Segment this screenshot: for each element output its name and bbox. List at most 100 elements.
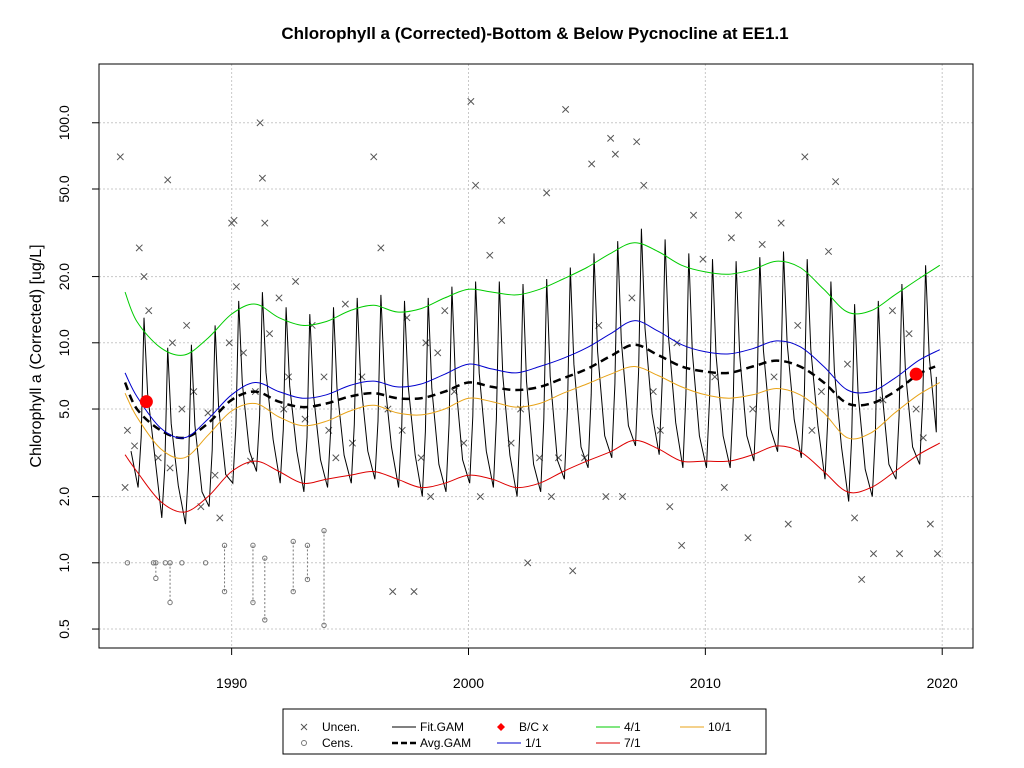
uncensored-point [230, 216, 238, 224]
uncensored-point [417, 454, 425, 462]
legend-marker-cens- [301, 740, 307, 746]
uncensored-point [284, 373, 293, 381]
uncensored-point [896, 550, 904, 558]
uncensored-point [744, 534, 752, 542]
x-tick-label: 1990 [216, 675, 247, 691]
uncensored-point [256, 119, 264, 127]
uncensored-point [784, 520, 792, 528]
legend-label-7-1: 7/1 [624, 736, 641, 750]
uncensored-point [869, 550, 878, 558]
uncensored-point [441, 307, 449, 315]
legend-label-avg-gam: Avg.GAM [420, 736, 471, 750]
censored-point [167, 560, 173, 566]
y-tick-label: 10.0 [56, 329, 72, 356]
uncensored-point [720, 483, 728, 492]
uncensored-point [628, 294, 636, 302]
uncensored-point [341, 300, 349, 308]
censored-point [221, 542, 228, 549]
bc-point [139, 395, 153, 409]
uncensored-point [216, 514, 224, 522]
uncensored-point [204, 409, 212, 417]
uncensored-point [434, 349, 442, 357]
censored-point [153, 575, 159, 582]
uncensored-point [232, 283, 240, 291]
uncensored-point [569, 567, 577, 575]
uncensored-point [749, 405, 757, 413]
uncensored-point [633, 138, 641, 146]
uncensored-point [164, 176, 172, 184]
uncensored-point [770, 373, 778, 381]
censored-point [262, 617, 268, 623]
x-tick-label: 2010 [690, 675, 721, 691]
plot-frame [98, 63, 974, 649]
uncensored-point [398, 426, 406, 434]
uncensored-point [154, 454, 162, 462]
uncensored-point [265, 330, 274, 338]
uncensored-point [832, 178, 840, 186]
uncensored-point [486, 251, 494, 259]
uncensored-point [145, 307, 153, 315]
y-axis: 0.5 1.0 2.0 5.0 10.0 20.0 50.0 100.0 [56, 105, 99, 639]
uncensored-point [888, 307, 897, 315]
y-tick-label: 0.5 [56, 619, 72, 639]
x-tick-label: 2020 [927, 675, 958, 691]
uncensored-point [912, 405, 920, 413]
uncensored-point [734, 211, 743, 219]
uncensored-point [410, 588, 418, 596]
uncensored-point [640, 181, 648, 189]
y-tick-label: 1.0 [56, 553, 72, 573]
uncensored-point [666, 503, 674, 511]
censored-point [250, 599, 256, 606]
legend-label-cens-: Cens. [322, 736, 353, 750]
uncensored-point [422, 339, 430, 347]
uncensored-point [247, 457, 255, 465]
x-axis: 1990 2000 2010 2020 [216, 648, 958, 691]
uncensored-point [427, 493, 435, 501]
censored-point [167, 599, 173, 606]
uncensored-point [168, 339, 176, 347]
uncensored-point [524, 559, 532, 567]
uncensored-point [905, 330, 913, 338]
uncensored-point [794, 321, 802, 329]
uncensored-point [843, 360, 852, 368]
uncensored-point [261, 219, 269, 227]
uncensored-point [678, 541, 686, 549]
y-tick-label: 100.0 [56, 105, 72, 140]
legend-label-10-1: 10/1 [708, 720, 732, 734]
uncensored-point [166, 464, 174, 472]
legend-label-fit-gam: Fit.GAM [420, 720, 464, 734]
uncensored-point [777, 219, 785, 227]
censored-point [304, 542, 311, 549]
uncensored-point [476, 493, 484, 501]
series-line-10-1 [124, 365, 941, 459]
uncensored-point [758, 240, 766, 248]
censored-point [321, 527, 327, 534]
uncensored-point [588, 160, 596, 168]
uncensored-point [332, 454, 340, 462]
uncensored-point [607, 134, 615, 142]
uncensored-point [817, 388, 825, 396]
censored-point [179, 560, 185, 566]
uncensored-point [225, 339, 233, 347]
series-line-7-1 [124, 439, 941, 513]
uncensored-point [699, 255, 707, 263]
uncensored-point [292, 277, 300, 286]
uncensored-point [116, 153, 124, 161]
uncensored-point [123, 426, 131, 434]
uncensored-point [727, 234, 735, 242]
uncensored-point [554, 454, 563, 462]
uncensored-point [618, 493, 627, 501]
censored-point [290, 588, 296, 595]
censored-point [153, 560, 159, 566]
uncensored-point [389, 588, 397, 596]
fit-gam-line [130, 228, 937, 525]
uncensored-point [275, 294, 283, 302]
legend: Uncen. Cens. Fit.GAM Avg.GAM B/C x 1/1 4/1 7/1 1… [282, 708, 767, 755]
censored-point [321, 622, 327, 628]
uncensored-point [649, 388, 657, 396]
uncensored-point [808, 426, 816, 434]
legend-box [282, 708, 767, 755]
uncensored-point [348, 439, 356, 447]
y-tick-label: 2.0 [56, 487, 72, 507]
